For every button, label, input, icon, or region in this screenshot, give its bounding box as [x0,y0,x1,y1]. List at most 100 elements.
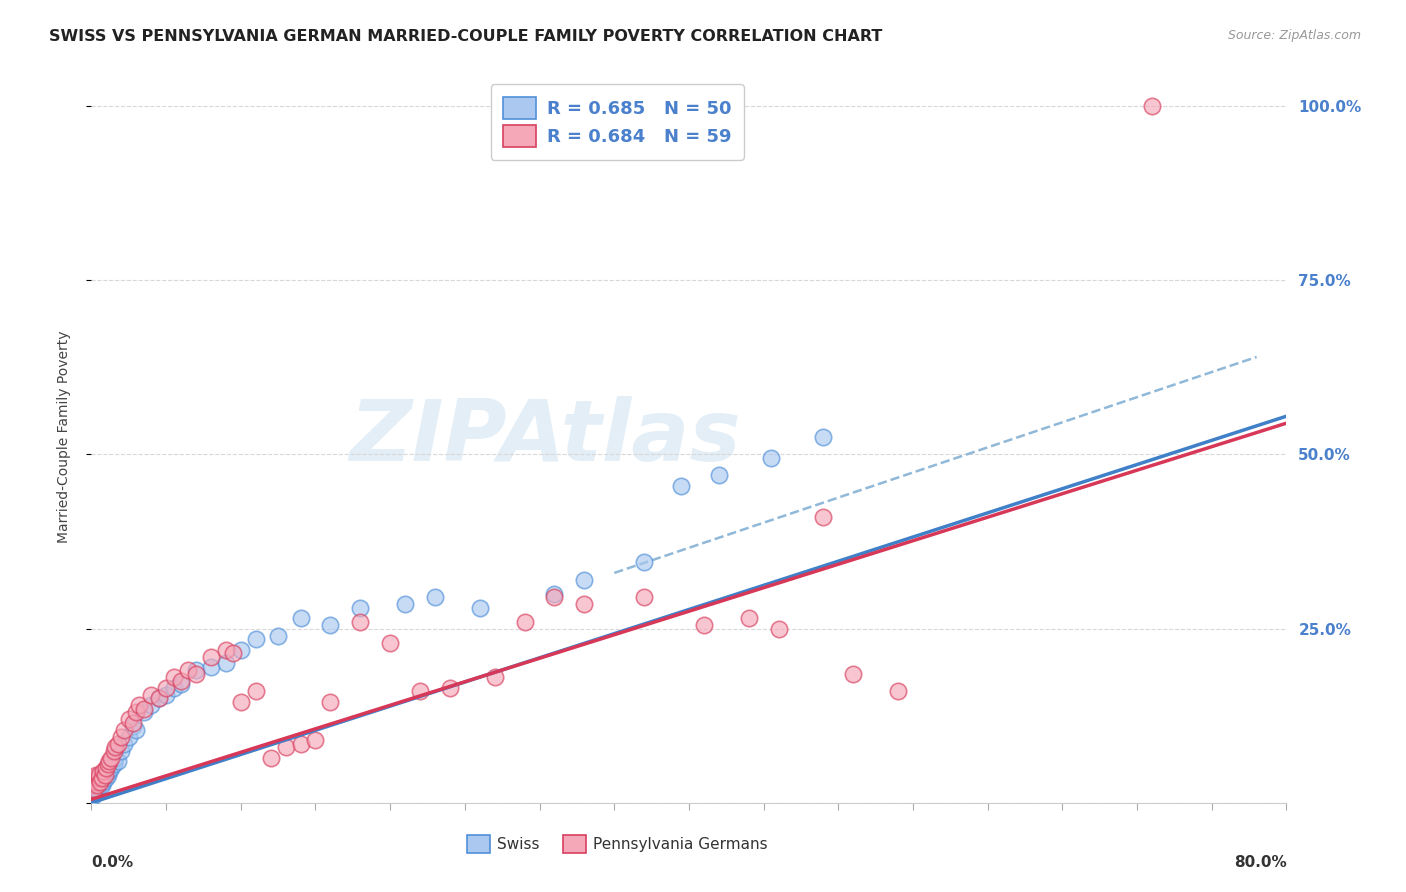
Point [184,667,207,681]
Point [84,785,107,799]
Point [93,764,115,779]
Point [177,664,200,678]
Point [141,688,163,702]
Point [122,715,145,730]
Point [222,646,245,660]
Point [737,611,759,625]
Point [112,737,135,751]
Point [813,430,835,444]
Point [107,754,129,768]
Point [100,750,122,764]
Point [813,510,835,524]
Point [184,664,207,678]
Point [693,618,716,632]
Point [1140,99,1163,113]
Point [155,681,177,695]
Point [82,789,104,803]
Point [103,743,125,757]
Point [118,712,141,726]
Point [112,723,135,737]
Point [98,754,121,768]
Point [671,479,693,493]
Point [84,768,107,782]
Point [290,611,312,625]
Point [122,719,145,733]
Point [170,677,193,691]
Point [162,670,184,684]
Point [200,660,222,674]
Point [87,768,110,782]
Point [349,615,371,629]
Point [290,737,312,751]
Point [89,772,111,786]
Point [104,740,127,755]
Point [170,673,193,688]
Point [110,730,132,744]
Point [83,781,105,796]
Point [633,556,655,570]
Point [468,600,491,615]
Point [229,642,252,657]
Point [842,667,865,681]
Point [125,723,148,737]
Point [83,781,105,796]
Text: 80.0%: 80.0% [1233,855,1286,871]
Point [229,695,252,709]
Point [304,733,326,747]
Point [107,737,129,751]
Point [100,761,122,775]
Y-axis label: Married-Couple Family Poverty: Married-Couple Family Poverty [56,331,70,543]
Point [543,591,565,605]
Point [887,684,910,698]
Point [83,772,105,786]
Point [118,730,141,744]
Point [148,691,170,706]
Point [96,772,118,786]
Point [89,775,111,789]
Point [349,600,371,615]
Point [319,695,342,709]
Point [94,768,117,782]
Point [574,573,596,587]
Point [484,670,506,684]
Point [513,615,536,629]
Point [394,597,416,611]
Point [245,684,267,698]
Point [423,591,446,605]
Point [162,681,184,695]
Point [94,768,117,782]
Point [155,688,177,702]
Point [97,768,120,782]
Point [110,743,132,757]
Point [141,698,163,713]
Point [83,785,105,799]
Text: ZIPAtlas: ZIPAtlas [350,395,741,479]
Point [633,591,655,605]
Point [707,468,730,483]
Point [768,622,790,636]
Point [132,705,155,719]
Point [215,657,238,671]
Point [84,778,107,792]
Point [97,757,120,772]
Point [86,778,108,792]
Point [274,740,297,755]
Point [215,642,238,657]
Point [86,781,108,796]
Point [87,778,110,792]
Point [87,772,110,786]
Point [259,750,281,764]
Point [98,764,121,779]
Point [104,750,127,764]
Text: SWISS VS PENNSYLVANIA GERMAN MARRIED-COUPLE FAMILY POVERTY CORRELATION CHART: SWISS VS PENNSYLVANIA GERMAN MARRIED-COU… [49,29,883,44]
Point [125,705,148,719]
Point [759,450,782,465]
Point [200,649,222,664]
Point [90,778,112,792]
Point [439,681,461,695]
Legend: Swiss, Pennsylvania Germans: Swiss, Pennsylvania Germans [461,829,773,860]
Point [128,698,150,713]
Point [543,587,565,601]
Point [319,618,342,632]
Point [409,684,432,698]
